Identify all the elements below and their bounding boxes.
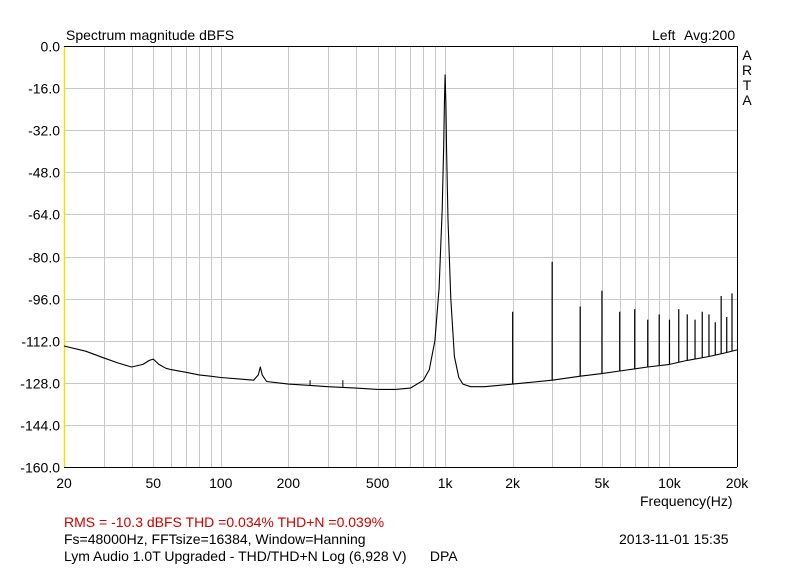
y-tick-label: -80.0	[28, 250, 60, 266]
y-tick-label: -16.0	[28, 81, 60, 97]
analysis-settings: Fs=48000Hz, FFTsize=16384, Window=Hannin…	[64, 531, 366, 547]
x-tick-label: 5k	[595, 475, 611, 491]
y-tick-label: -160.0	[20, 460, 60, 476]
x-axis-label: Frequency(Hz)	[640, 493, 733, 509]
x-tick-label: 200	[277, 475, 301, 491]
x-tick-label: 50	[145, 475, 161, 491]
measurement-results: RMS = -10.3 dBFS THD =0.034% THD+N =0.03…	[64, 514, 385, 530]
device-description: Lym Audio 1.0T Upgraded - THD/THD+N Log …	[64, 548, 458, 564]
x-tick-label: 1k	[438, 475, 454, 491]
arta-logo-text: ARTA	[741, 47, 753, 108]
y-tick-label: -96.0	[28, 292, 60, 308]
chart-title: Spectrum magnitude dBFS	[66, 27, 235, 43]
x-tick-label: 10k	[658, 475, 682, 491]
channel-label: Left	[652, 27, 676, 43]
y-tick-label: -128.0	[20, 376, 60, 392]
x-tick-label: 100	[209, 475, 233, 491]
measurement-datetime: 2013-11-01 15:35	[619, 531, 729, 547]
x-tick-label: 500	[366, 475, 390, 491]
y-tick-label: -144.0	[20, 418, 60, 434]
y-tick-label: -48.0	[28, 165, 60, 181]
spectrum-line	[63, 74, 738, 390]
y-tick-label: 0.0	[41, 39, 61, 55]
x-tick-label: 2k	[505, 475, 521, 491]
y-tick-label: -64.0	[28, 207, 60, 223]
x-tick-label: 20	[56, 475, 72, 491]
x-tick-label: 20k	[726, 475, 750, 491]
plot-area	[64, 46, 737, 467]
averaging-label: Avg:200	[684, 27, 736, 43]
y-tick-label: -112.0	[21, 334, 60, 350]
y-tick-label: -32.0	[28, 123, 60, 139]
